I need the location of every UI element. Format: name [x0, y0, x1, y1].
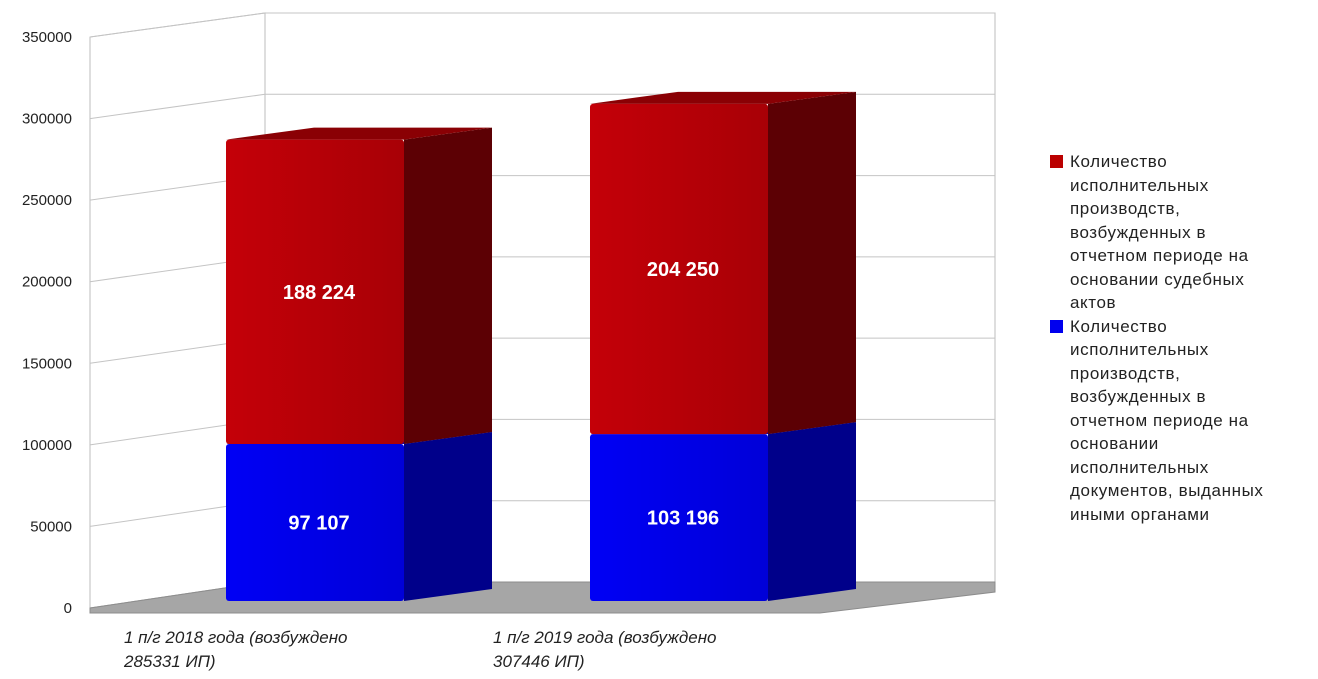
bar-front-face [226, 443, 404, 601]
data-label: 97 107 [288, 512, 349, 534]
bar-front-face [590, 103, 768, 435]
y-axis-ticks: 0 50000 100000 150000 200000 250000 300000 3500… [22, 29, 72, 617]
y-tick-label: 100000 [22, 437, 72, 454]
bar-segment [590, 91, 856, 435]
x-tick-label: 1 п/г 2019 года (возбуждено [493, 628, 717, 647]
y-tick-label: 150000 [22, 355, 72, 372]
legend-label-line: возбужденных в [1070, 387, 1207, 406]
gridline [89, 93, 266, 120]
legend-swatch [1050, 319, 1063, 333]
legend-label-line: иными органами [1070, 504, 1210, 524]
legend-item: Количество исполнительных производств, возб… [1050, 150, 1318, 315]
data-label: 188 224 [283, 282, 356, 304]
y-tick-label: 200000 [22, 274, 72, 291]
legend-label-line: производств, [1070, 363, 1181, 383]
legend-label-line: возбужденных в [1070, 222, 1207, 242]
legend-label-line: документов, выданных [1070, 481, 1264, 500]
legend-label-line: отчетном периоде на [1070, 246, 1249, 265]
data-label: 103 196 [647, 508, 719, 530]
legend-label-line: производств, [1070, 199, 1181, 218]
bar-segment [226, 431, 492, 601]
legend-label-line: исполнительных [1070, 340, 1209, 359]
legend-label-line: отчетном периоде на [1070, 410, 1249, 430]
gridline [89, 12, 266, 38]
x-tick-label: 1 п/г 2018 года (возбуждено [124, 628, 348, 647]
plot-walls [89, 12, 996, 609]
bar-side-face [404, 127, 492, 444]
bar-side-face [768, 422, 856, 601]
bar-side-face [404, 431, 492, 601]
bar-front-face [226, 139, 404, 444]
x-tick-label: 285331 ИП) [123, 652, 216, 671]
legend-label-line: исполнительных [1070, 175, 1209, 195]
x-axis-categories: 1 п/г 2018 года (возбуждено 285331 ИП) 1 п… [123, 628, 717, 671]
legend-label-line: актов [1070, 293, 1117, 312]
legend-label-line: основании судебных [1070, 269, 1245, 289]
legend-label-line: Количество [1070, 316, 1168, 336]
bars [226, 91, 856, 601]
bar-segment [590, 422, 856, 601]
bar-front-face [590, 434, 768, 601]
data-labels: 97 107 188 224 103 196 204 250 [283, 259, 719, 535]
legend-label-line: Количество [1070, 152, 1168, 171]
y-tick-label: 350000 [22, 29, 72, 46]
y-tick-label: 50000 [30, 518, 72, 535]
bar-top-face [590, 91, 856, 104]
legend-label-line: основании [1070, 434, 1159, 453]
legend-label-line: исполнительных [1070, 457, 1209, 477]
y-tick-label: 300000 [22, 111, 72, 128]
bar-segment [226, 127, 492, 444]
y-tick-label: 250000 [22, 192, 72, 209]
legend-swatch [1050, 155, 1063, 168]
bar-top-face [226, 127, 492, 140]
y-tick-label: 0 [64, 600, 72, 617]
legend-item: Количество исполнительных производств, возб… [1050, 315, 1318, 527]
bar-side-face [768, 91, 856, 435]
legend: Количество исполнительных производств, возб… [1050, 150, 1318, 526]
x-tick-label: 307446 ИП) [493, 652, 585, 671]
data-label: 204 250 [647, 259, 719, 281]
